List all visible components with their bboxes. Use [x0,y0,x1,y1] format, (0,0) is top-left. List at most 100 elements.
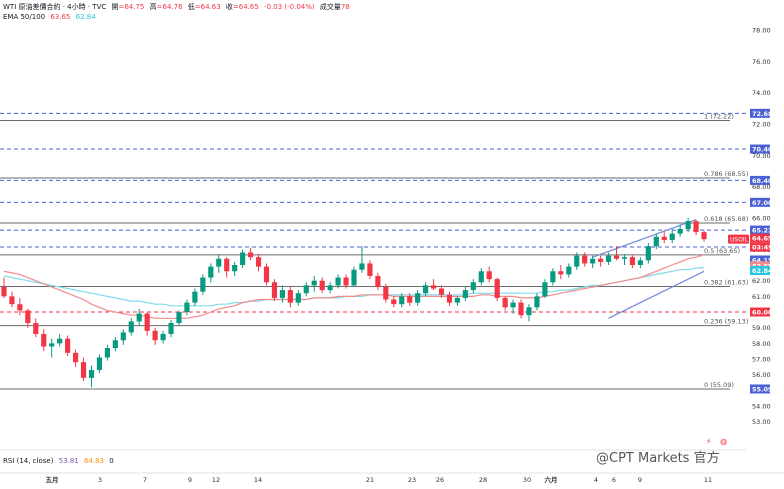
candle-body [462,290,468,298]
candle-body [168,323,174,334]
price-label-bg [750,242,770,252]
price-label: 68.40 [752,177,773,185]
fib-label-2: 0.618 (65.68) [704,215,748,223]
ema-label: EMA 50/100 [3,13,46,21]
x-tick-label: 21 [366,476,374,484]
candle-body [502,297,508,308]
candle-body [41,333,47,347]
volume-label: 成交量 [319,3,341,11]
x-tick-label: 26 [436,476,444,484]
candle-body [478,271,484,283]
close-value: =64.65 [232,3,259,11]
rsi-value-1: 53.81 [58,457,79,465]
high-value: =64.76 [156,3,183,11]
x-tick-label: 六月 [545,475,558,484]
candle-body [279,290,285,298]
candle-body [653,236,659,247]
candle-body [518,302,524,316]
candle-body [534,296,540,308]
candle-body [661,236,667,240]
candle-body [96,357,103,371]
candle-body [136,313,142,322]
price-label-bg [750,108,770,118]
x-tick-label: 9 [188,476,192,484]
candle-body [271,282,278,298]
candle-body [494,279,500,298]
candle-body [128,321,134,333]
candle-body [240,252,246,266]
earnings-icon[interactable]: ◍ [720,437,728,446]
lightning-icon[interactable]: ⚡ [706,437,712,446]
candle-body [192,291,198,303]
candle-body [144,313,150,331]
candle-body [319,280,325,291]
x-tick-label: 30 [523,476,531,484]
ema50-value: 63.65 [50,13,71,21]
candle-body [566,266,572,275]
candle-body [470,282,476,291]
low-value: =64.63 [194,3,221,11]
candle-body [415,293,421,303]
candle-body [152,330,158,341]
candle-body [335,277,341,286]
candle-body [645,246,651,261]
price-label-bg [750,307,770,317]
candle-body [486,271,492,280]
rsi-legend[interactable]: RSI (14, close) 53.81 64.83 0 [3,457,117,465]
candle-body [367,263,373,276]
time-axis[interactable]: 五月 3 7 9 12 14 21 23 26 28 30 六月 4 6 9 11 [0,449,784,484]
alert-icons[interactable]: ⚡ ◍ [706,437,727,446]
candle-body [685,221,691,229]
candle-body [701,232,707,240]
candle-body [176,312,182,323]
ema-lines [3,254,705,319]
watermark: @CPT Markets 官方 [596,451,720,466]
fib-label-4: 0.382 (61.63) [704,278,748,286]
symbol-header: WTI 原油差價合約 · 4小時 · TVC 開=64.75 高=64.76 低… [3,2,353,12]
candle-body [558,271,564,275]
ema-legend[interactable]: EMA 50/100 63.65 62.84 [3,13,99,21]
candle-body [605,255,612,262]
level-lines [0,112,746,390]
candle-body [375,275,381,287]
fib-label-6: 0 (55.09) [704,381,734,389]
y-tick-label: 53.00 [752,418,771,426]
fib-label-0: 1 (72.22) [704,113,734,121]
candle-body [526,307,532,316]
candle-body [72,352,79,363]
y-tick-label: 70.00 [752,152,771,160]
fib-label-3: 0.5 (63.65) [704,247,740,255]
candle-body [438,288,445,295]
candle-body [104,348,110,358]
candle-body [112,340,118,349]
high-label: 高 [149,3,157,11]
price-axis[interactable]: 78.0076.0074.0072.0070.0068.0066.0064.00… [728,26,784,426]
candle-body [613,255,620,259]
fib-label-1: 0.786 (68.55) [704,170,748,178]
candle-body [391,299,397,305]
y-tick-label: 57.00 [752,356,771,364]
candle-body [88,370,95,378]
price-label: 72.68 [752,110,773,118]
candle-body [200,277,206,292]
candle-body [423,285,429,294]
x-tick-label: 23 [408,476,416,484]
channel-upper-line [592,218,697,258]
y-tick-label: 59.00 [752,324,771,332]
ema50-line [3,254,705,319]
price-label: 64.15 [752,256,773,264]
price-label-bg [750,261,770,271]
candle-body [629,257,636,266]
y-tick-label: 56.00 [752,371,771,379]
candle-body [208,266,214,278]
candle-body [287,290,293,303]
price-label-bg [750,266,770,276]
price-label: 67.00 [752,199,773,207]
open-label: 開 [111,3,119,11]
candles [1,218,707,388]
y-tick-label: 78.00 [752,26,771,34]
fib-label-5: 0.236 (59.13) [704,318,748,326]
candle-body [590,258,596,264]
candle-body [17,304,23,311]
